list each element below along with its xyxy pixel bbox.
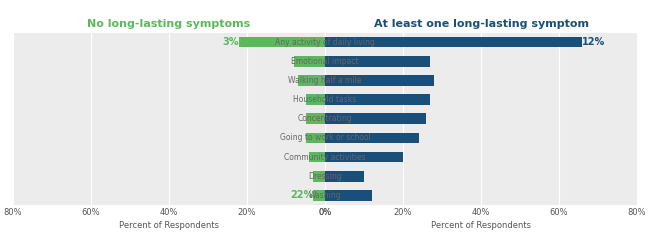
Bar <box>306 114 325 124</box>
Bar <box>325 56 430 66</box>
Text: 22%: 22% <box>290 190 313 200</box>
Text: 66%: 66% <box>348 190 372 200</box>
X-axis label: Percent of Respondents: Percent of Respondents <box>119 221 219 230</box>
Bar <box>313 171 325 181</box>
Title: No long-lasting symptoms: No long-lasting symptoms <box>87 19 251 29</box>
Bar <box>309 152 325 162</box>
Bar <box>298 75 325 86</box>
Text: Walking half a mile: Walking half a mile <box>288 76 362 85</box>
X-axis label: Percent of Respondents: Percent of Respondents <box>431 221 531 230</box>
Bar <box>325 190 372 201</box>
Bar <box>306 94 325 105</box>
Text: Any activity of daily living: Any activity of daily living <box>275 38 375 46</box>
Bar <box>325 171 364 181</box>
Text: Household tasks: Household tasks <box>293 95 357 104</box>
Bar <box>306 133 325 143</box>
Title: At least one long-lasting symptom: At least one long-lasting symptom <box>374 19 588 29</box>
Text: Going to work or school: Going to work or school <box>280 134 370 142</box>
Bar <box>239 37 325 47</box>
Text: Dressing: Dressing <box>308 172 342 181</box>
Bar <box>313 190 325 201</box>
Bar <box>325 75 434 86</box>
Text: Community activities: Community activities <box>284 152 366 162</box>
Bar <box>325 133 419 143</box>
Bar <box>294 56 325 66</box>
Text: 12%: 12% <box>582 37 606 47</box>
Text: 3%: 3% <box>223 37 239 47</box>
Bar <box>325 94 430 105</box>
Text: Emotional impact: Emotional impact <box>291 57 359 66</box>
Bar <box>325 37 582 47</box>
Text: Washing: Washing <box>309 191 341 200</box>
Bar <box>325 114 426 124</box>
Text: Concentrating: Concentrating <box>298 114 352 123</box>
Bar <box>325 152 403 162</box>
